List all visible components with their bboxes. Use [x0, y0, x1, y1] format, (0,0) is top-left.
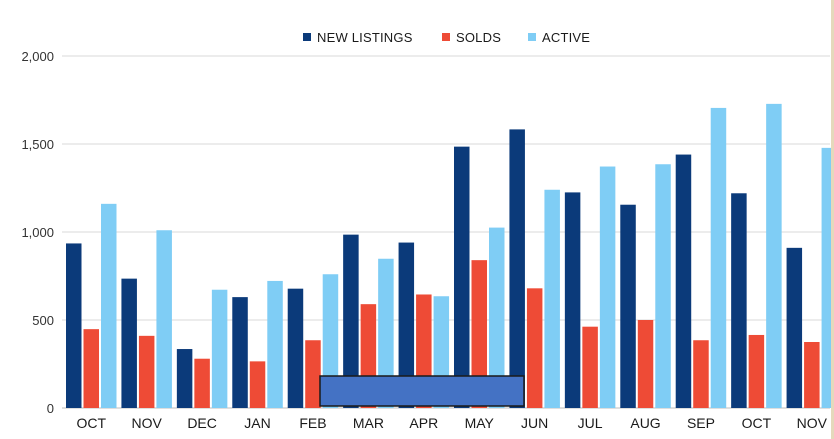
- bar-new-listings: [66, 243, 82, 408]
- x-tick-label: OCT: [742, 415, 772, 431]
- y-tick-label: 1,000: [21, 225, 54, 240]
- bar-new-listings: [343, 234, 359, 408]
- bar-new-listings: [121, 278, 137, 408]
- bar-solds: [249, 361, 266, 408]
- bar-active: [821, 147, 834, 408]
- x-tick-label: MAY: [465, 415, 495, 431]
- legend-swatch: [303, 33, 311, 41]
- bar-new-listings: [287, 288, 304, 408]
- bar-new-listings: [564, 192, 581, 408]
- bar-active: [267, 280, 283, 408]
- x-tick-label: AUG: [630, 415, 660, 431]
- bar-new-listings: [675, 154, 692, 408]
- legend: NEW LISTINGS SOLDS ACTIVE: [303, 30, 590, 45]
- bar-active: [710, 107, 727, 409]
- bar-solds: [194, 358, 210, 408]
- bar-active: [599, 166, 616, 408]
- x-tick-label: DEC: [187, 415, 217, 431]
- bar-active: [489, 227, 505, 408]
- legend-label: ACTIVE: [542, 30, 590, 45]
- x-tick-label: NOV: [797, 415, 828, 431]
- x-tick-label: JAN: [244, 415, 270, 431]
- bar-new-listings: [454, 146, 470, 408]
- bar-solds: [471, 260, 487, 408]
- bar-active: [378, 258, 394, 408]
- bar-active: [211, 289, 228, 408]
- bar-solds: [582, 326, 598, 408]
- bar-active: [101, 203, 117, 408]
- x-tick-label: MAR: [353, 415, 384, 431]
- bar-solds: [138, 335, 155, 408]
- bar-new-listings: [398, 242, 415, 408]
- legend-label: NEW LISTINGS: [317, 30, 413, 45]
- legend-label: SOLDS: [456, 30, 501, 45]
- bar-new-listings: [176, 349, 193, 408]
- y-axis: 0 500 1,000 1,500 2,000: [21, 49, 54, 416]
- bar-active: [322, 274, 339, 408]
- bars: [66, 103, 834, 409]
- x-tick-label: JUL: [578, 415, 603, 431]
- bar-solds: [83, 329, 99, 408]
- y-tick-label: 0: [47, 401, 54, 416]
- bar-solds: [748, 334, 765, 408]
- legend-swatch: [528, 33, 536, 41]
- right-edge-rule: [831, 0, 834, 439]
- x-tick-label: FEB: [299, 415, 326, 431]
- y-tick-label: 2,000: [21, 49, 54, 64]
- bar-solds: [637, 320, 654, 408]
- legend-swatch: [442, 33, 450, 41]
- bar-solds: [804, 342, 820, 408]
- x-axis: OCT NOV DEC JAN FEB MAR APR MAY JUN JUL AUG SEP OCT N…: [76, 415, 827, 431]
- overlay-box: [319, 375, 525, 407]
- x-tick-label: NOV: [132, 415, 163, 431]
- x-tick-label: JUN: [521, 415, 548, 431]
- bar-new-listings: [232, 297, 248, 408]
- bar-solds: [526, 288, 543, 408]
- y-tick-label: 500: [32, 313, 54, 328]
- bar-solds: [693, 340, 709, 408]
- bar-new-listings: [620, 204, 636, 408]
- bar-active: [544, 189, 560, 408]
- overlay: [319, 375, 525, 407]
- bar-active: [766, 103, 782, 408]
- bar-new-listings: [509, 129, 525, 408]
- bar-solds: [305, 340, 321, 408]
- bar-active: [156, 230, 172, 408]
- y-tick-label: 1,500: [21, 137, 54, 152]
- x-tick-label: APR: [409, 415, 438, 431]
- x-tick-label: SEP: [687, 415, 715, 431]
- bar-new-listings: [786, 247, 803, 408]
- x-tick-label: OCT: [76, 415, 106, 431]
- bar-new-listings: [731, 193, 747, 408]
- bar-active: [655, 164, 671, 408]
